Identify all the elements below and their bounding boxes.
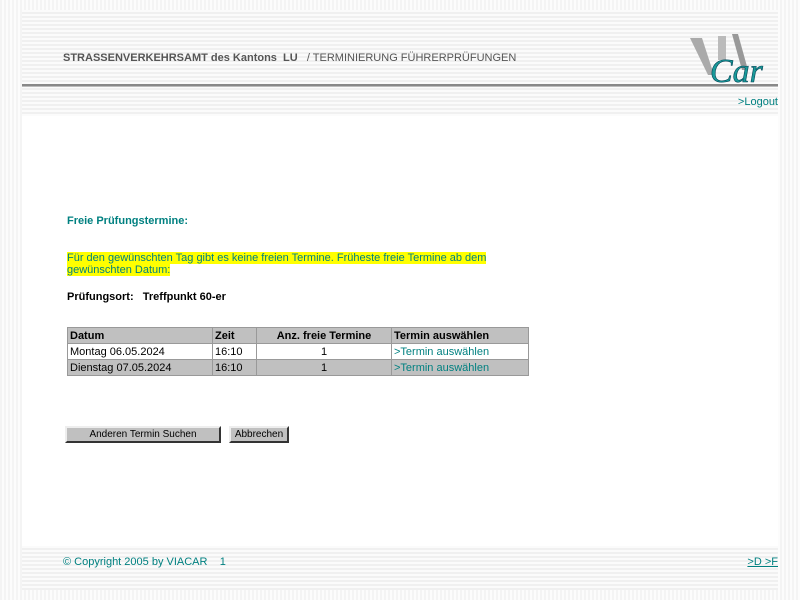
page-title: Freie Prüfungstermine: — [67, 215, 189, 227]
col-anzahl: Anz. freie Termine — [256, 327, 392, 344]
col-datum: Datum — [67, 327, 213, 344]
cell-zeit: 16:10 — [212, 343, 257, 360]
main-content: Freie Prüfungstermine: Für den gewünscht… — [22, 116, 778, 546]
canton: LU — [283, 52, 298, 64]
info-message-text: Für den gewünschten Tag gibt es keine fr… — [67, 252, 487, 276]
appointments-table: Datum Zeit Anz. freie Termine Termin aus… — [67, 327, 529, 376]
table-row: Dienstag 07.05.2024 16:10 1 >Termin ausw… — [67, 359, 529, 376]
authority: STRASSENVERKEHRSAMT des Kantons — [63, 52, 277, 64]
cell-datum: Montag 06.05.2024 — [67, 343, 213, 360]
col-zeit: Zeit — [212, 327, 257, 344]
header-title: STRASSENVERKEHRSAMT des Kantons LU / TER… — [63, 52, 516, 64]
viacar-logo: Car — [690, 34, 764, 85]
location-value: Treffpunkt 60-er — [142, 291, 226, 303]
table-row: Montag 06.05.2024 16:10 1 >Termin auswäh… — [67, 343, 529, 360]
logout-link[interactable]: >Logout — [737, 96, 778, 108]
cell-anzahl: 1 — [256, 359, 392, 376]
exam-location: Prüfungsort: Treffpunkt 60-er — [67, 291, 226, 303]
cell-zeit: 16:10 — [212, 359, 257, 376]
cell-anzahl: 1 — [256, 343, 392, 360]
location-label: Prüfungsort: — [67, 291, 134, 303]
select-appointment-link[interactable]: >Termin auswählen — [394, 361, 490, 374]
search-other-button[interactable]: Anderen Termin Suchen — [65, 426, 221, 443]
info-message: Für den gewünschten Tag gibt es keine fr… — [67, 252, 511, 276]
cancel-button[interactable]: Abbrechen — [229, 426, 289, 443]
section-title: / TERMINIERUNG FÜHRERPRÜFUNGEN — [306, 52, 517, 64]
language-links[interactable]: >D >F — [747, 556, 778, 568]
page-number: 1 — [219, 556, 226, 568]
copyright-text: © Copyright 2005 by VIACAR — [63, 556, 208, 568]
page-frame: STRASSENVERKEHRSAMT des Kantons LU / TER… — [22, 10, 778, 590]
svg-text:Car: Car — [710, 53, 764, 85]
col-auswahl: Termin auswählen — [391, 327, 529, 344]
cell-datum: Dienstag 07.05.2024 — [67, 359, 213, 376]
select-appointment-link[interactable]: >Termin auswählen — [394, 345, 490, 358]
footer-copyright: © Copyright 2005 by VIACAR 1 — [63, 556, 226, 568]
header-divider — [22, 84, 778, 87]
